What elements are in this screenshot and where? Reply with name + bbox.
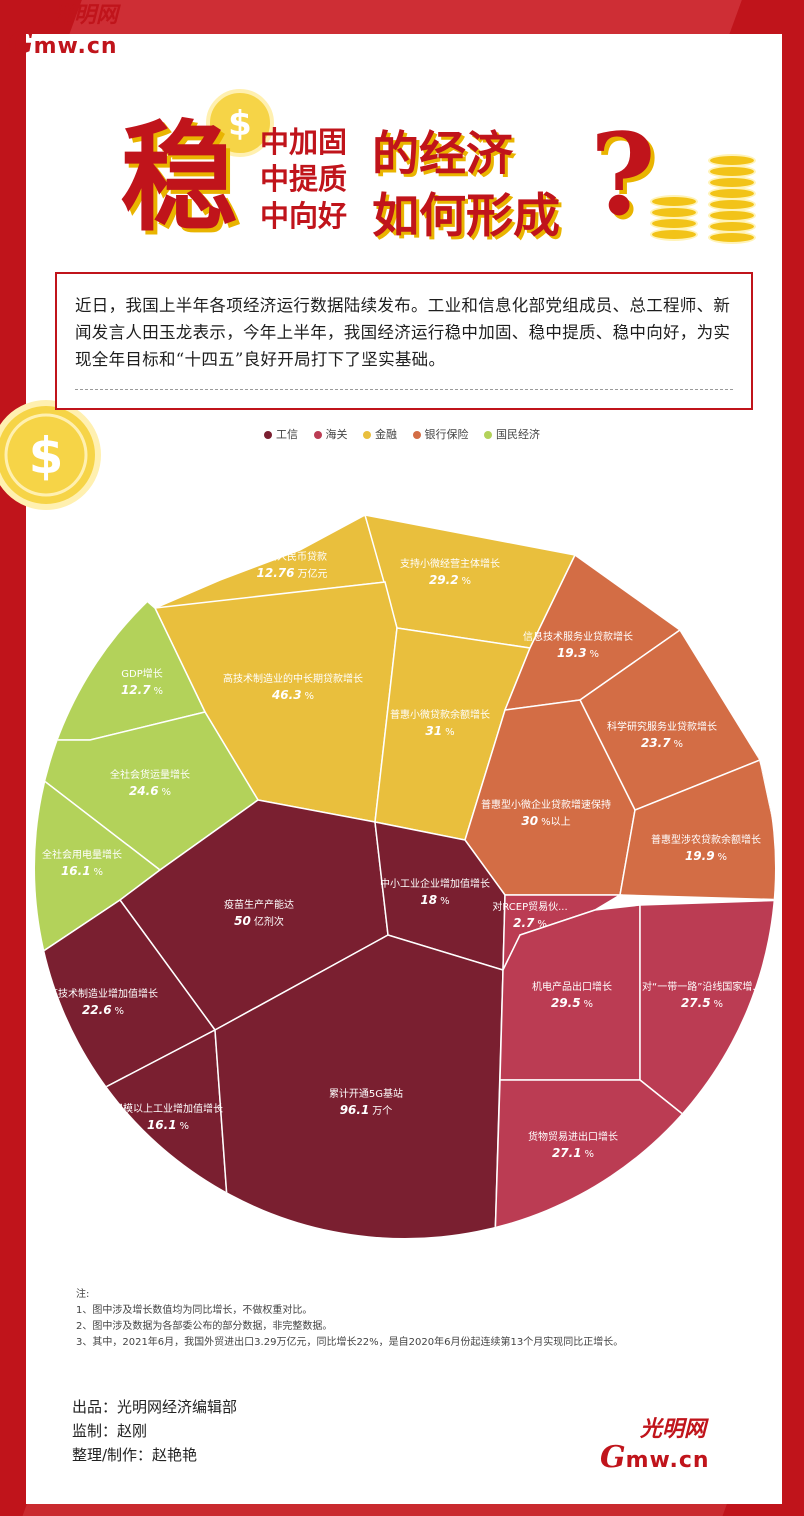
cell-value: 19.3% <box>557 646 599 660</box>
question-mark: ? <box>590 110 656 241</box>
legend-swatch <box>412 431 421 439</box>
cell-label: 中小工业企业增加值增长 <box>380 877 490 890</box>
note-line: 注: <box>76 1289 90 1300</box>
intro-divider <box>75 389 733 390</box>
treemap-cell[interactable] <box>494 1079 691 1240</box>
cell-label: 机电产品出口增长 <box>532 980 612 993</box>
cell-value: 16.1% <box>61 864 103 878</box>
cell-value: 24.6% <box>129 784 171 798</box>
treemap-cell[interactable] <box>639 899 790 1121</box>
legend-item[interactable]: 银行保险 <box>412 426 469 442</box>
cell-label: 对RCEP贸易伙... <box>492 900 567 913</box>
logo-g: G <box>8 26 34 61</box>
credit-line: 监制：赵刚 <box>72 1422 148 1440</box>
cell-value: 19.9% <box>685 849 727 863</box>
cell-value: 12.7% <box>121 683 163 697</box>
cell-value: 23.7% <box>641 736 683 750</box>
note-line: 3、其中，2021年6月，我国外贸进出口3.29万亿元，同比增长22%，是自20… <box>76 1337 624 1348</box>
logo-script: 光明网 <box>52 2 119 28</box>
cell-label: 信息技术服务业贷款增长 <box>523 630 633 643</box>
cell-value: 31% <box>425 724 454 738</box>
legend-item[interactable]: 金融 <box>363 426 397 442</box>
cell-value: 96.1 万个 <box>340 1103 393 1117</box>
cell-value: 16.1% <box>147 1118 189 1132</box>
cell-value: 27.5% <box>681 996 723 1010</box>
cell-label: 科学研究服务业贷款增长 <box>607 720 717 733</box>
cell-label: 累计开通5G基站 <box>329 1087 403 1100</box>
cell-value: 22.6% <box>82 1003 124 1017</box>
cell-label: 普惠型涉农贷款余额增长 <box>651 833 761 846</box>
credit-line: 整理/制作：赵艳艳 <box>72 1446 198 1464</box>
credits: 出品：光明网经济编辑部 监制：赵刚 整理/制作：赵艳艳 <box>72 1395 237 1467</box>
cell-value: 29.2% <box>429 573 471 587</box>
cell-label: 全社会用电量增长 <box>42 848 122 861</box>
legend-swatch <box>264 431 272 439</box>
chart-legend: 工信 海关 金融 银行保险 国民经济 <box>0 426 804 442</box>
cell-value: 29.5% <box>551 996 593 1010</box>
legend-label: 金融 <box>375 428 397 441</box>
cell-value: 18% <box>420 893 449 907</box>
coin-icon-left: $ <box>0 400 101 510</box>
legend-swatch <box>363 431 371 439</box>
title-mid-line: 中向好 <box>260 199 348 233</box>
cell-label: 普惠型小微企业贷款增速保持 <box>481 798 611 811</box>
cell-label: GDP增长 <box>121 667 162 680</box>
title-right: 的经济 如何形成 <box>372 127 560 244</box>
cell-value: 2.7% <box>513 916 547 930</box>
title-mid-line: 中提质 <box>260 162 348 196</box>
treemap-cell[interactable] <box>619 758 790 901</box>
title-mid-line: 中加固 <box>260 125 348 159</box>
title-main-character: 稳 <box>120 108 239 247</box>
credit-line: 出品：光明网经济编辑部 <box>72 1398 238 1416</box>
logo-domain: mw.cn <box>625 1448 710 1473</box>
cell-label: 疫苗生产产能达 <box>224 898 294 911</box>
logo-domain: mw.cn <box>33 34 118 59</box>
cell-label: 高技术制造业的中长期贷款增长 <box>223 672 363 685</box>
note-line: 1、图中涉及增长数值均为同比增长，不做权重对比。 <box>76 1305 313 1316</box>
logo-script: 光明网 <box>640 1416 707 1442</box>
chart-notes: 注: 1、图中涉及增长数值均为同比增长，不做权重对比。 2、图中涉及数据为各部委… <box>76 1287 623 1351</box>
cell-label: 新增人民币贷款 <box>257 550 327 563</box>
legend-item[interactable]: 国民经济 <box>484 426 540 442</box>
cell-label: 规模以上工业增加值增长 <box>113 1102 223 1115</box>
logo-g: G <box>600 1440 626 1475</box>
intro-box: 近日，我国上半年各项经济运行数据陆续发布。工业和信息化部党组成员、总工程师、新闻… <box>55 272 753 410</box>
cell-value: 50 亿剂次 <box>234 914 284 928</box>
legend-item[interactable]: 工信 <box>264 426 298 442</box>
coin-icon-top: $ <box>206 89 274 157</box>
title-middle: 中加固 中提质 中向好 <box>260 124 370 235</box>
gmw-logo-top: 光明网 Gmw.cn <box>8 4 118 61</box>
cell-value: 30 %以上 <box>521 814 570 828</box>
note-line: 2、图中涉及数据为各部委公布的部分数据，非完整数据。 <box>76 1321 333 1332</box>
cell-value: 27.1% <box>552 1146 594 1160</box>
gmw-logo-bottom: 光明网 Gmw.cn <box>600 1418 710 1475</box>
legend-swatch <box>484 431 492 439</box>
legend-swatch <box>313 431 322 439</box>
legend-label: 海关 <box>325 428 348 441</box>
cell-label: 普惠小微贷款余额增长 <box>390 708 490 721</box>
intro-text: 近日，我国上半年各项经济运行数据陆续发布。工业和信息化部党组成员、总工程师、新闻… <box>75 296 731 369</box>
cell-label: 高技术制造业增加值增长 <box>48 987 158 1000</box>
cell-value: 46.3% <box>271 688 314 702</box>
cell-value: 12.76 万亿元 <box>257 566 328 580</box>
cell-label: 支持小微经营主体增长 <box>400 557 500 570</box>
legend-label: 国民经济 <box>496 428 540 441</box>
svg-text:$: $ <box>228 104 252 144</box>
svg-text:$: $ <box>29 427 64 485</box>
cell-label: 对“一带一路”沿线国家增... <box>642 980 762 993</box>
cell-label: 货物贸易进出口增长 <box>528 1130 618 1143</box>
cell-label: 全社会货运量增长 <box>110 768 190 781</box>
legend-item[interactable]: 海关 <box>313 426 348 442</box>
legend-label: 银行保险 <box>424 428 469 441</box>
legend-label: 工信 <box>276 428 298 441</box>
